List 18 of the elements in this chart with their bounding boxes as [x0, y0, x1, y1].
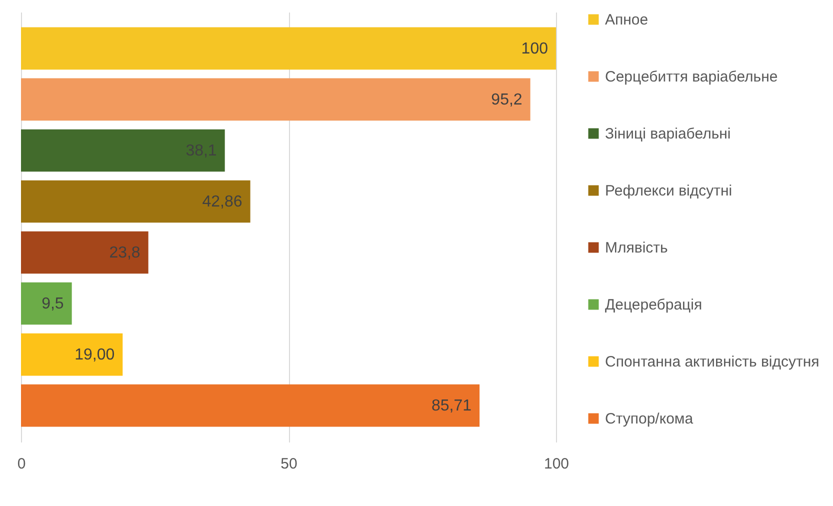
data-label: 85,71	[432, 398, 472, 415]
x-tick-label: 0	[17, 456, 26, 472]
data-label: 9,5	[42, 296, 64, 313]
legend-label: Млявість	[605, 240, 668, 256]
x-tick-label: 100	[544, 456, 570, 472]
data-label: 42,86	[202, 193, 242, 210]
legend-label: Апное	[605, 12, 648, 28]
legend-label: Децеребрація	[605, 296, 702, 314]
x-tick-label: 50	[280, 456, 298, 472]
legend-label: Ступор/кома	[605, 410, 694, 428]
data-label: 23,8	[109, 244, 140, 262]
data-label: 100	[521, 40, 548, 58]
data-label: 95,2	[491, 91, 522, 108]
legend-label: Серцебиття варіабельне	[605, 68, 778, 86]
legend-label: Рефлекси відсутні	[605, 182, 732, 200]
legend-label: Спонтанна активність відсутня	[605, 354, 820, 370]
data-label: 19,00	[74, 346, 115, 364]
legend-label: Зіниці варіабельні	[605, 126, 731, 142]
